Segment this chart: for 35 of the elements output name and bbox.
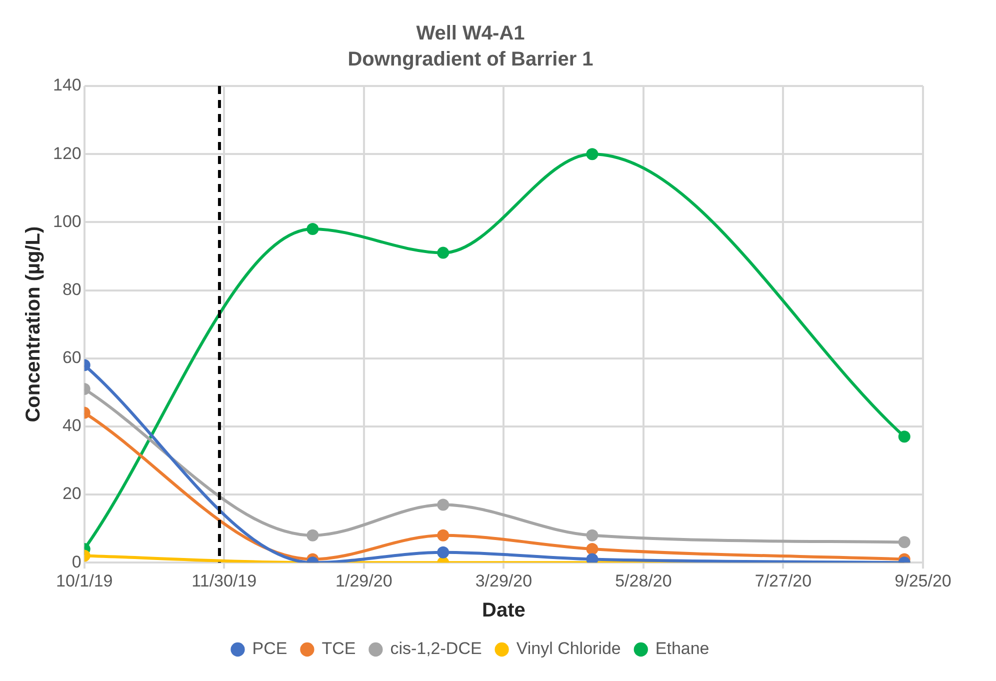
point	[586, 148, 598, 160]
y-tick-label: 20	[62, 484, 82, 504]
x-tick-label: 3/29/20	[475, 571, 532, 590]
point	[437, 529, 450, 542]
point	[437, 498, 450, 511]
x-tick-label: 1/29/20	[336, 571, 392, 590]
x-tick-label: 10/1/19	[56, 571, 113, 590]
legend-label: Ethane	[655, 639, 710, 658]
legend-label: TCE	[322, 639, 356, 658]
point	[898, 536, 910, 548]
y-tick-label: 60	[62, 348, 82, 368]
x-tick-label: 7/27/20	[754, 571, 812, 590]
chart-subtitle: Downgradient of Barrier 1	[348, 48, 594, 71]
y-tick-label: 120	[52, 144, 82, 163]
point	[306, 222, 319, 235]
y-tick-label: 80	[62, 280, 82, 299]
legend-label: Vinyl Chloride	[516, 639, 621, 658]
chart-title: Well W4-A1	[416, 22, 525, 45]
x-tick-label: 11/30/19	[192, 571, 257, 590]
y-tick-label: 140	[52, 76, 82, 95]
legend-label: cis-1,2-DCE	[390, 639, 482, 658]
y-axis-title: Concentration (µg/L)	[22, 226, 45, 422]
point	[437, 546, 450, 558]
x-axis-title: Date	[482, 600, 526, 622]
legend-label: PCE	[252, 639, 288, 658]
x-tick-label: 5/28/20	[615, 571, 672, 590]
point	[306, 529, 319, 542]
y-tick-label: 40	[62, 416, 82, 436]
point	[586, 529, 598, 542]
point	[437, 246, 450, 259]
x-tick-label: 9/25/20	[894, 571, 952, 590]
y-tick-label: 100	[52, 212, 82, 231]
point	[586, 542, 598, 555]
y-tick-label: 0	[72, 552, 82, 572]
point	[898, 430, 910, 443]
